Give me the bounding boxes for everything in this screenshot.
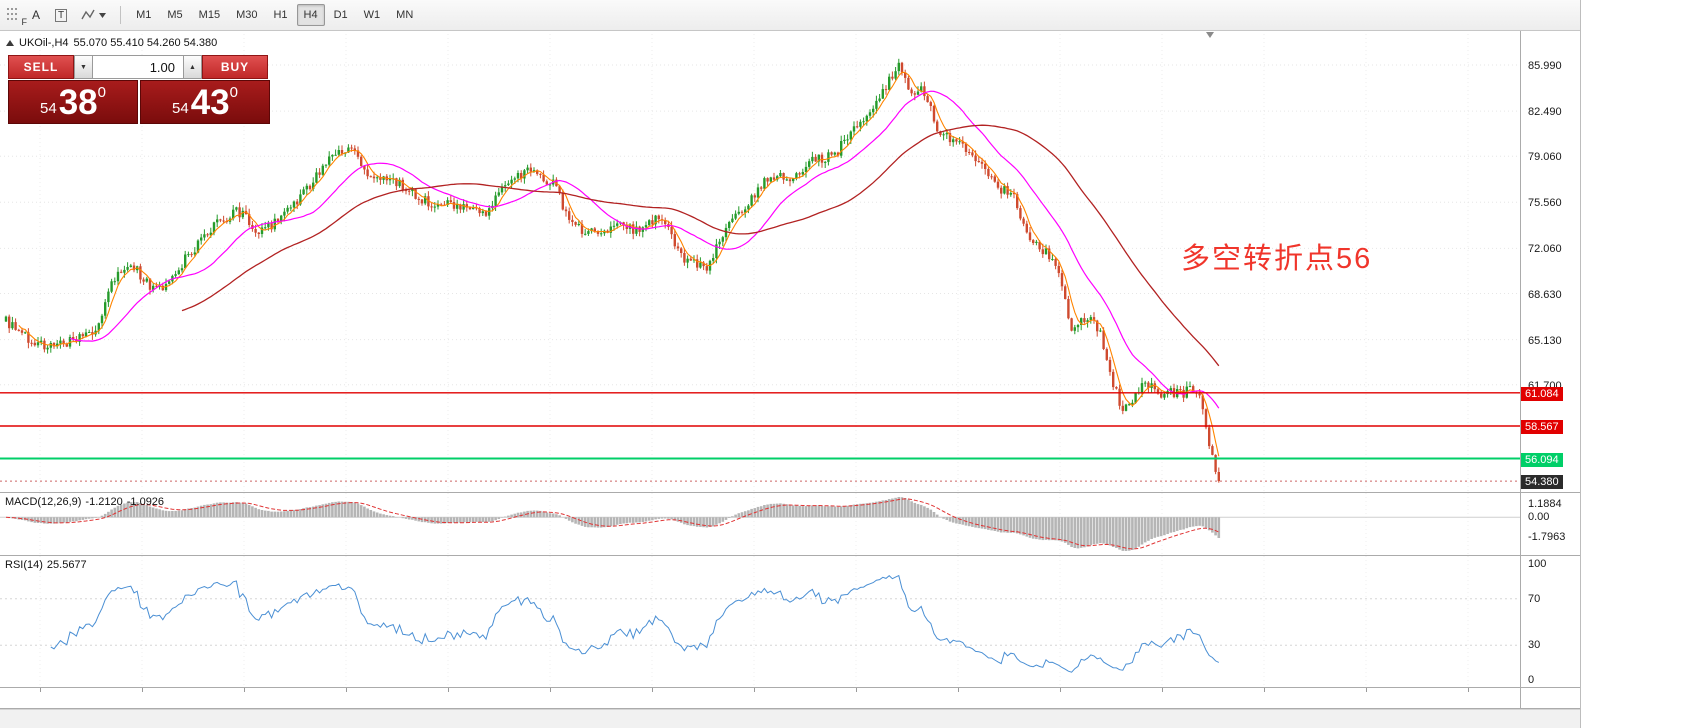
price-level-tag: 56.094 <box>1521 452 1563 467</box>
text-tool-button[interactable]: A <box>25 4 47 26</box>
time-axis-tick <box>346 688 347 692</box>
price-axis[interactable]: 85.990 82.490 79.060 75.560 72.060 68.630 65.1… <box>1521 31 1580 708</box>
timeframe-m1-button[interactable]: M1 <box>136 9 152 21</box>
toolbar-separator <box>120 6 122 24</box>
buy-price-sup: 0 <box>229 84 238 101</box>
price-axis-tick: 65.130 <box>1528 334 1562 347</box>
time-axis-tick <box>1162 688 1163 692</box>
sell-button[interactable]: SELL <box>8 55 74 79</box>
main-chart-panel[interactable]: UKOil-,H4 55.070 55.410 54.260 54.380 SE… <box>0 31 1520 492</box>
volume-input[interactable] <box>93 55 183 79</box>
macd-axis-label: -1.7963 <box>1528 531 1566 544</box>
time-axis-tick <box>142 688 143 692</box>
timeframe-h1-button[interactable]: H1 <box>273 9 288 21</box>
macd-signal-value: -1.0926 <box>126 496 165 508</box>
rsi-panel[interactable]: RSI(14) 25.5677 <box>0 556 1520 687</box>
time-axis-tick <box>754 688 755 692</box>
time-axis-tick <box>652 688 653 692</box>
rsi-chart[interactable] <box>0 556 1520 687</box>
buy-price-small: 54 <box>172 100 189 117</box>
label-tool-label: T <box>55 8 68 22</box>
toolbar-separator-line <box>0 30 1581 31</box>
rsi-value: 25.5677 <box>46 559 87 571</box>
bottom-strip <box>0 709 1581 728</box>
time-axis-tick <box>244 688 245 692</box>
macd-axis-label: 0.00 <box>1528 511 1550 524</box>
price-axis-tick: 85.990 <box>1528 60 1562 72</box>
timeframe-mn-button[interactable]: MN <box>396 9 414 21</box>
symbol-timeframe-label: UKOil-,H4 <box>19 37 69 49</box>
sell-price-sup: 0 <box>97 84 106 101</box>
time-axis-tick <box>1366 688 1367 692</box>
timeframe-h4-button[interactable]: H4 <box>296 4 325 26</box>
timeframe-w1-button[interactable]: W1 <box>363 9 381 21</box>
rsi-axis-label: 30 <box>1528 639 1541 652</box>
current-price-tag: 54.380 <box>1521 475 1563 490</box>
chart-text-annotation: 多空转折点56 <box>1181 243 1373 275</box>
time-axis-tick <box>958 688 959 692</box>
buy-price-display[interactable]: 54 43 0 <box>140 80 270 124</box>
toolbar: F A T M1 M5 M15 M30 H1 H4 D1 W1 MN <box>0 0 1581 30</box>
label-tool-button[interactable]: T <box>49 4 73 26</box>
sell-price-display[interactable]: 54 38 0 <box>8 80 138 124</box>
chart-ohlc-header: UKOil-,H4 55.070 55.410 54.260 54.380 <box>6 37 217 49</box>
volume-up-button[interactable]: ▲ <box>183 55 202 79</box>
window-right-border <box>1580 0 1581 728</box>
panel-separator-3 <box>0 687 1581 688</box>
rsi-axis-label: 0 <box>1528 674 1535 686</box>
ohlc-values: 55.070 55.410 54.260 54.380 <box>73 37 218 49</box>
price-axis-tick: 72.060 <box>1528 243 1562 256</box>
volume-dropdown-button[interactable]: ▼ <box>74 55 93 79</box>
price-level-tag: 58.567 <box>1521 419 1563 434</box>
rsi-name: RSI(14) <box>5 559 43 571</box>
chevron-down-icon <box>99 12 107 18</box>
rsi-axis-label: 100 <box>1528 558 1547 570</box>
buy-price-big: 43 <box>190 83 230 122</box>
time-axis-tick <box>856 688 857 692</box>
timeframe-m5-button[interactable]: M5 <box>167 9 183 21</box>
price-level-tag: 61.084 <box>1521 386 1563 401</box>
price-axis-tick: 79.060 <box>1528 151 1562 164</box>
zigzag-icon <box>81 9 95 20</box>
price-axis-tick: 75.560 <box>1528 197 1562 210</box>
collapse-trade-panel-icon[interactable] <box>6 40 14 46</box>
time-axis-tick <box>448 688 449 692</box>
buy-button[interactable]: BUY <box>202 55 268 79</box>
price-axis-tick: 82.490 <box>1528 106 1562 119</box>
macd-main-value: -1.2120 <box>85 496 123 508</box>
price-axis-border <box>1520 31 1521 708</box>
macd-label: MACD(12,26,9) -1.2120 -1.0926 <box>5 496 168 508</box>
macd-name: MACD(12,26,9) <box>5 496 82 508</box>
time-axis-tick <box>1060 688 1061 692</box>
sell-price-big: 38 <box>58 83 98 122</box>
time-axis-tick <box>1264 688 1265 692</box>
macd-chart[interactable] <box>0 493 1520 555</box>
grip-dots-icon <box>7 8 17 20</box>
rsi-axis-label: 70 <box>1528 592 1541 605</box>
price-axis-tick: 68.630 <box>1528 288 1562 301</box>
chart-shift-marker-icon[interactable] <box>1206 32 1214 38</box>
toolbar-grip-icon[interactable]: F <box>6 6 27 27</box>
timeframe-d1-button[interactable]: D1 <box>333 9 348 21</box>
candlestick-chart[interactable] <box>0 31 1520 492</box>
grip-f-label: F <box>21 17 28 27</box>
time-axis-tick <box>40 688 41 692</box>
panel-separator-1[interactable] <box>0 492 1581 493</box>
time-axis-tick <box>550 688 551 692</box>
macd-panel[interactable]: MACD(12,26,9) -1.2120 -1.0926 <box>0 493 1520 555</box>
panel-separator-4 <box>0 708 1581 709</box>
timeframe-m15-button[interactable]: M15 <box>198 9 221 21</box>
macd-axis-label: 1.1884 <box>1528 498 1562 511</box>
sell-price-small: 54 <box>40 100 57 117</box>
panel-separator-2[interactable] <box>0 555 1581 556</box>
rsi-label: RSI(14) 25.5677 <box>5 559 91 571</box>
timeframe-m30-button[interactable]: M30 <box>236 9 258 21</box>
time-axis-tick <box>1468 688 1469 692</box>
text-tool-label: A <box>31 8 40 22</box>
time-axis[interactable] <box>0 688 1520 708</box>
one-click-trade-panel: SELL ▼ ▲ BUY 54 38 0 54 43 0 <box>8 55 270 124</box>
indicators-button[interactable] <box>75 4 112 26</box>
